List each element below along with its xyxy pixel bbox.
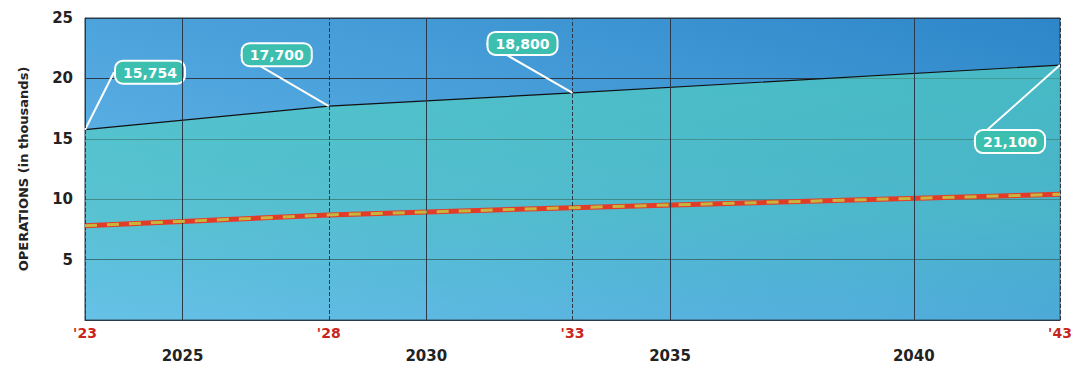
svg-text:18,800: 18,800 xyxy=(495,36,549,52)
svg-text:10: 10 xyxy=(52,190,73,208)
svg-text:15: 15 xyxy=(52,130,73,148)
svg-text:'23: '23 xyxy=(73,325,97,341)
svg-text:21,100: 21,100 xyxy=(983,134,1037,150)
svg-text:'43: '43 xyxy=(1048,325,1072,341)
svg-text:2025: 2025 xyxy=(162,347,204,365)
svg-text:5: 5 xyxy=(63,251,73,269)
svg-text:15,754: 15,754 xyxy=(123,65,177,81)
svg-text:17,700: 17,700 xyxy=(250,47,304,63)
svg-text:'28: '28 xyxy=(317,325,341,341)
svg-text:OPERATIONS (in thousands): OPERATIONS (in thousands) xyxy=(16,67,31,272)
svg-text:2030: 2030 xyxy=(405,347,447,365)
svg-text:25: 25 xyxy=(52,9,73,27)
svg-text:2035: 2035 xyxy=(649,347,691,365)
svg-text:20: 20 xyxy=(52,69,73,87)
svg-text:'33: '33 xyxy=(561,325,585,341)
svg-text:2040: 2040 xyxy=(893,347,935,365)
